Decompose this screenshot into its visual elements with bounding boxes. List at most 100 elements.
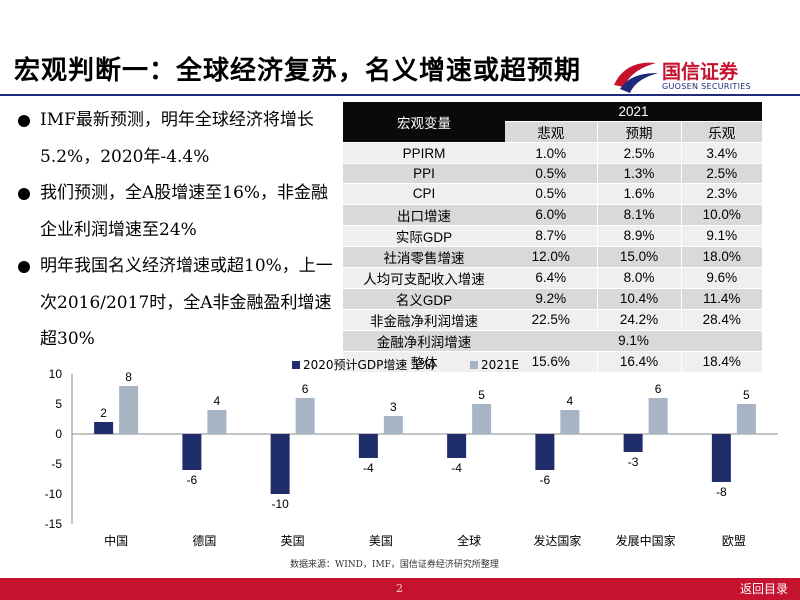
row-label: 整体	[343, 351, 505, 373]
cell-pessimistic: 12.0%	[505, 246, 597, 268]
bullet-item: 我们预测，全A股增速至16%，非金融企业利润增速至24%	[18, 175, 336, 248]
data-label: 6	[302, 382, 309, 396]
data-label: -4	[363, 461, 374, 475]
y-tick-label: -10	[45, 487, 63, 501]
table-header-pessimistic: 悲观	[505, 121, 597, 144]
cell-expected: 1.6%	[596, 183, 681, 205]
bar-2021e	[383, 416, 403, 434]
cell-expected: 15.0%	[596, 246, 681, 268]
y-tick-label: -5	[51, 457, 62, 471]
bar-2020	[358, 434, 378, 458]
row-label: 名义GDP	[343, 288, 505, 310]
table-header-expected: 预期	[596, 121, 681, 144]
data-label: -10	[271, 497, 289, 511]
cell-expected: 1.3%	[596, 163, 681, 185]
cell-pessimistic: 15.6%	[505, 351, 597, 373]
row-label: PPIRM	[343, 142, 505, 164]
y-tick-label: 5	[55, 397, 62, 411]
data-label: 4	[567, 394, 574, 408]
cell-pessimistic: 22.5%	[505, 309, 597, 331]
row-label: PPI	[343, 163, 505, 185]
cell-optimistic: 18.0%	[680, 246, 762, 268]
cell-pessimistic: 0.5%	[505, 163, 597, 185]
table-row: PPIRM 1.0% 2.5% 3.4%	[343, 142, 762, 164]
x-tick-label: 美国	[369, 534, 393, 548]
cell-expected: 16.4%	[596, 351, 681, 373]
cell-optimistic: 9.1%	[680, 225, 762, 247]
data-label: 5	[743, 388, 750, 402]
cell-optimistic: 9.6%	[680, 267, 762, 289]
data-label: 6	[655, 382, 662, 396]
x-tick-label: 德国	[192, 533, 216, 548]
data-label: -3	[628, 455, 639, 469]
table-row: 非金融净利润增速 22.5% 24.2% 28.4%	[343, 309, 762, 331]
gdp-growth-chart: 2020预计GDP增速（%） 2021E -15 -10 -5 0 5 10 2 8 中国 -6 4 德国…	[45, 358, 778, 548]
bar-2021e	[736, 404, 756, 434]
cell-pessimistic: 6.4%	[505, 267, 597, 289]
y-tick-label: -15	[45, 517, 63, 531]
bullet-dot-icon	[18, 115, 30, 127]
cell-optimistic: 3.4%	[680, 142, 762, 164]
cell-expected: 8.9%	[596, 225, 681, 247]
data-label: -6	[540, 473, 551, 487]
bullet-dot-icon	[18, 261, 30, 273]
bar-2020	[182, 434, 202, 470]
guosen-logo: 国信证券 GUOSEN SECURITIES	[612, 55, 782, 95]
y-tick-label: 0	[55, 427, 62, 441]
data-label: 3	[390, 400, 397, 414]
table-header-optimistic: 乐观	[680, 121, 762, 144]
table-header-year: 2021	[505, 102, 762, 123]
table-row: 社消零售增速 12.0% 15.0% 18.0%	[343, 246, 762, 268]
x-tick-label: 发达国家	[533, 533, 581, 548]
table-row: PPI 0.5% 1.3% 2.5%	[343, 163, 762, 185]
cell-pessimistic: 1.0%	[505, 142, 597, 164]
x-tick-label: 欧盟	[722, 534, 746, 548]
data-label: 8	[125, 370, 132, 384]
table-row: 出口增速 6.0% 8.1% 10.0%	[343, 204, 762, 226]
source-note: 数据来源：WIND，IMF，国信证券经济研究所整理	[290, 560, 499, 570]
bar-2020	[94, 422, 114, 434]
logo-text-en: GUOSEN SECURITIES	[662, 82, 751, 91]
cell-pessimistic: 6.0%	[505, 204, 597, 226]
cell-expected: 24.2%	[596, 309, 681, 331]
cell-optimistic: 2.3%	[680, 183, 762, 205]
bullet-item: IMF最新预测，明年全球经济将增长5.2%，2020年-4.4%	[18, 102, 336, 175]
cell-merged: 9.1%	[505, 330, 762, 352]
bullet-text: IMF最新预测，明年全球经济将增长5.2%，2020年-4.4%	[40, 110, 314, 167]
table-row: CPI 0.5% 1.6% 2.3%	[343, 183, 762, 205]
data-label: -8	[716, 485, 727, 499]
cell-expected: 2.5%	[596, 142, 681, 164]
back-to-contents-button[interactable]: 返回目录	[739, 582, 788, 596]
y-tick-label: 10	[49, 367, 63, 381]
cell-optimistic: 28.4%	[680, 309, 762, 331]
cell-expected: 8.0%	[596, 267, 681, 289]
cell-optimistic: 18.4%	[680, 351, 762, 373]
cell-optimistic: 2.5%	[680, 163, 762, 185]
bar-2021e	[648, 398, 668, 434]
macro-forecast-table: 宏观变量 2021 悲观 预期 乐观 PPIRM 1.0% 2.5% 3.4% …	[343, 102, 762, 373]
row-label: 人均可支配收入增速	[343, 267, 505, 289]
page-number: 2	[396, 582, 403, 595]
bar-2021e	[119, 386, 139, 434]
cell-pessimistic: 8.7%	[505, 225, 597, 247]
bar-2020	[447, 434, 467, 458]
x-tick-label: 英国	[281, 534, 305, 548]
title-divider	[0, 94, 800, 96]
bullet-item: 明年我国名义经济增速或超10%，上一次2016/2017时，全A非金融盈利增速超…	[18, 248, 336, 358]
cell-pessimistic: 9.2%	[505, 288, 597, 310]
table-header-variable: 宏观变量	[343, 102, 505, 144]
bar-2020	[270, 434, 290, 494]
cell-expected: 8.1%	[596, 204, 681, 226]
cell-expected: 10.4%	[596, 288, 681, 310]
data-label: -6	[187, 473, 198, 487]
data-label: 4	[214, 394, 221, 408]
legend-label: 2020预计GDP增速（%）	[303, 358, 443, 372]
table-row: 人均可支配收入增速 6.4% 8.0% 9.6%	[343, 267, 762, 289]
legend-swatch	[292, 361, 300, 369]
table-row: 名义GDP 9.2% 10.4% 11.4%	[343, 288, 762, 310]
row-label: 非金融净利润增速	[343, 309, 505, 331]
table-row: 整体 15.6% 16.4% 18.4%	[343, 351, 762, 373]
bullet-dot-icon	[18, 188, 30, 200]
data-label: -4	[451, 461, 462, 475]
row-label: 社消零售增速	[343, 246, 505, 268]
